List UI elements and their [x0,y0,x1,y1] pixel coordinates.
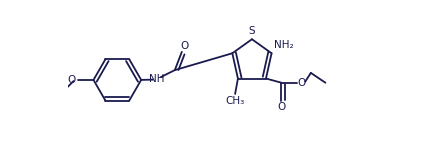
Text: O: O [298,78,306,88]
Text: O: O [277,102,286,112]
Text: NH: NH [149,74,164,84]
Text: S: S [249,26,255,36]
Text: O: O [180,41,188,51]
Text: O: O [68,75,76,85]
Text: CH₃: CH₃ [226,96,245,106]
Text: NH₂: NH₂ [274,40,293,50]
